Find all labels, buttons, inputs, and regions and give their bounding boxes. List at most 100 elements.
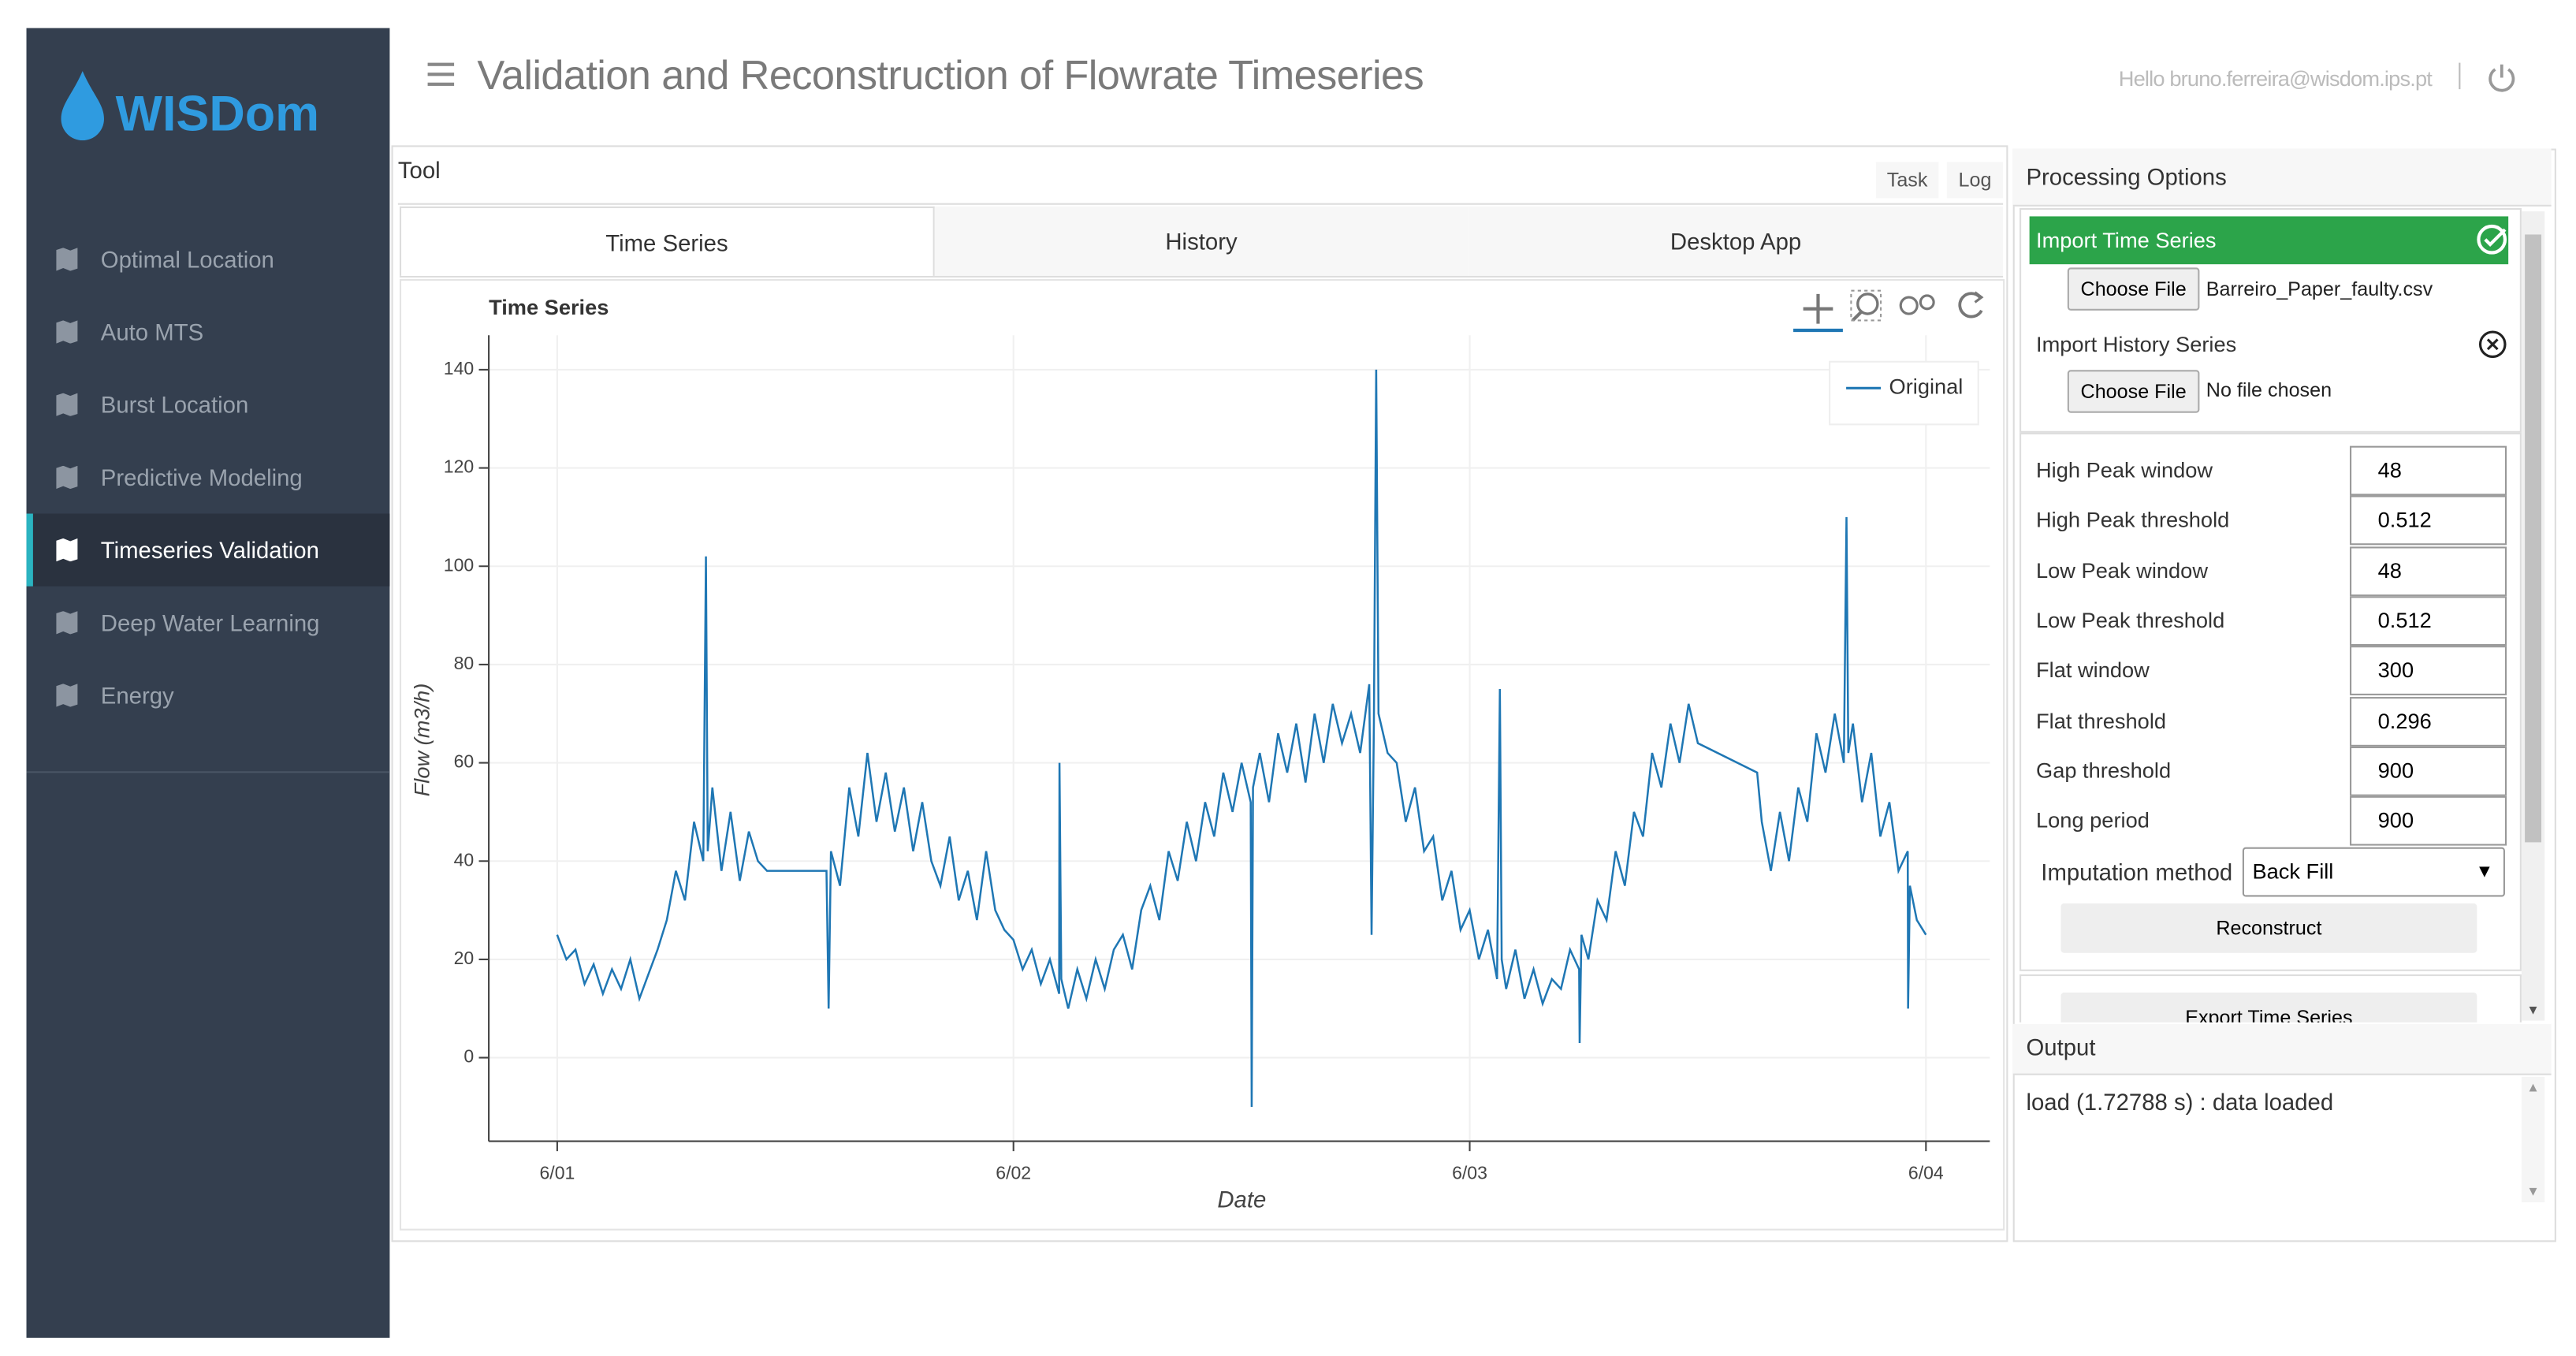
tab-bar: Time Series History Desktop App [399, 206, 2004, 278]
user-greeting: Hello bruno.ferreira@wisdom.ips.pt [2118, 65, 2433, 91]
y-tick-label: 20 [454, 948, 475, 968]
scrollbar[interactable]: ▼ [2521, 211, 2545, 1021]
sidebar: WISDom Optimal Location Auto MTS Burst Loc… [26, 28, 390, 1338]
y-tick-label: 0 [463, 1046, 474, 1067]
menu-item[interactable]: Optimal Location [27, 223, 390, 296]
param-input[interactable]: 900 [2350, 746, 2507, 796]
param-input[interactable]: 900 [2350, 795, 2507, 846]
export-button[interactable]: Export Time Series [2060, 993, 2477, 1023]
menu-icon [56, 248, 78, 271]
param-input[interactable]: 0.296 [2350, 696, 2507, 746]
tab[interactable]: History [933, 206, 1469, 276]
logo-icon [61, 71, 104, 141]
menu-item[interactable]: Predictive Modeling [27, 441, 390, 513]
legend-box [1829, 360, 1979, 426]
y-tick-label: 100 [444, 554, 474, 575]
menu-label: Energy [100, 682, 174, 709]
close-icon[interactable] [2477, 329, 2508, 360]
y-tick-label: 140 [444, 358, 474, 378]
x-tick-label: 6/01 [539, 1163, 575, 1183]
param-input[interactable]: 300 [2350, 646, 2507, 696]
imputation-value: Back Fill [2252, 859, 2334, 884]
task-button[interactable]: Task [1875, 162, 1939, 199]
param-input[interactable]: 0.512 [2350, 596, 2507, 646]
param-label: Gap threshold [2036, 758, 2172, 783]
param-label: Low Peak window [2036, 557, 2209, 583]
file-name: No file chosen [2206, 378, 2332, 402]
processing-header [2012, 148, 2552, 207]
import-hist-label: Import History Series [2036, 332, 2237, 357]
log-button[interactable]: Log [1946, 162, 2004, 199]
output-log: load (1.72788 s) : data loaded [2026, 1088, 2334, 1116]
param-label: High Peak threshold [2036, 507, 2230, 533]
param-input[interactable]: 0.512 [2350, 496, 2507, 546]
param-input[interactable]: 48 [2350, 445, 2507, 496]
divider [397, 203, 2004, 205]
check-icon [2477, 224, 2507, 255]
page-title: Validation and Reconstruction of Flowrat… [477, 53, 1424, 99]
menu-icon [56, 611, 78, 635]
choose-file-button[interactable]: Choose File [2067, 267, 2200, 311]
power-button[interactable] [2487, 63, 2517, 93]
choose-file-button[interactable]: Choose File [2067, 370, 2200, 413]
param-input[interactable]: 48 [2350, 546, 2507, 596]
menu-item[interactable]: Auto MTS [27, 296, 390, 368]
chart: Time Series Date Flow (m3/h) 0 20 40 60 80 10… [410, 289, 1990, 1213]
y-axis-label: Flow (m3/h) [410, 684, 434, 797]
import-ts-bar [2029, 216, 2509, 265]
chart-title: Time Series [489, 295, 609, 319]
menu-item[interactable]: Deep Water Learning [27, 587, 390, 659]
reconstruct-button[interactable]: Reconstruct [2060, 903, 2477, 953]
file-name: Barreiro_Paper_faulty.csv [2206, 277, 2433, 301]
scrollbar[interactable]: ▲ ▼ [2521, 1076, 2545, 1203]
import-box [2019, 207, 2522, 433]
export-box: Export Time Series [2019, 974, 2522, 1023]
menu-label: Timeseries Validation [100, 536, 319, 564]
y-tick-label: 80 [454, 653, 475, 673]
y-tick-label: 40 [454, 849, 475, 870]
logo-drop [59, 71, 106, 141]
x-tick-label: 6/02 [996, 1163, 1031, 1183]
x-tick-label: 6/04 [1908, 1163, 1944, 1183]
brand: WISDom [115, 88, 320, 143]
series-line [556, 369, 1927, 1108]
param-label: High Peak window [2036, 457, 2213, 482]
menu-item[interactable]: Timeseries Validation [26, 513, 390, 587]
menu-label: Predictive Modeling [100, 464, 303, 491]
menu-item[interactable]: Burst Location [27, 368, 390, 441]
param-label: Flat threshold [2036, 707, 2167, 733]
imputation-label: Imputation method [2041, 859, 2233, 885]
tab[interactable]: Time Series [399, 206, 934, 276]
menu-icon [56, 393, 78, 416]
chart-panel [399, 279, 2005, 1231]
params-box [2019, 432, 2522, 971]
param-label: Flat window [2036, 658, 2150, 683]
menu-icon [56, 538, 78, 562]
menu-icon [56, 320, 78, 344]
output-header [2012, 1023, 2552, 1075]
param-label: Long period [2036, 807, 2150, 833]
x-tick-label: 6/03 [1452, 1163, 1487, 1183]
param-label: Low Peak threshold [2036, 607, 2225, 633]
tool-title: Tool [397, 157, 441, 184]
toolbar [1793, 289, 1984, 333]
processing-title: Processing Options [2026, 163, 2227, 190]
menu-label: Auto MTS [100, 319, 204, 345]
menu-icon [56, 465, 78, 490]
x-axis-label: Date [1217, 1186, 1266, 1213]
menu-label: Burst Location [100, 391, 249, 419]
output-title: Output [2026, 1034, 2096, 1060]
hamburger[interactable] [427, 62, 455, 86]
menu-icon [56, 684, 78, 707]
menu-label: Deep Water Learning [100, 609, 320, 636]
y-tick-label: 60 [454, 751, 475, 772]
separator [26, 771, 390, 773]
imputation-select[interactable]: Back Fill ▼ [2242, 847, 2505, 897]
y-tick-label: 120 [444, 456, 474, 477]
import-ts-label: Import Time Series [2036, 228, 2217, 253]
separator [2459, 62, 2461, 90]
tab[interactable]: Desktop App [1469, 206, 2004, 276]
menu-item[interactable]: Energy [27, 659, 390, 732]
